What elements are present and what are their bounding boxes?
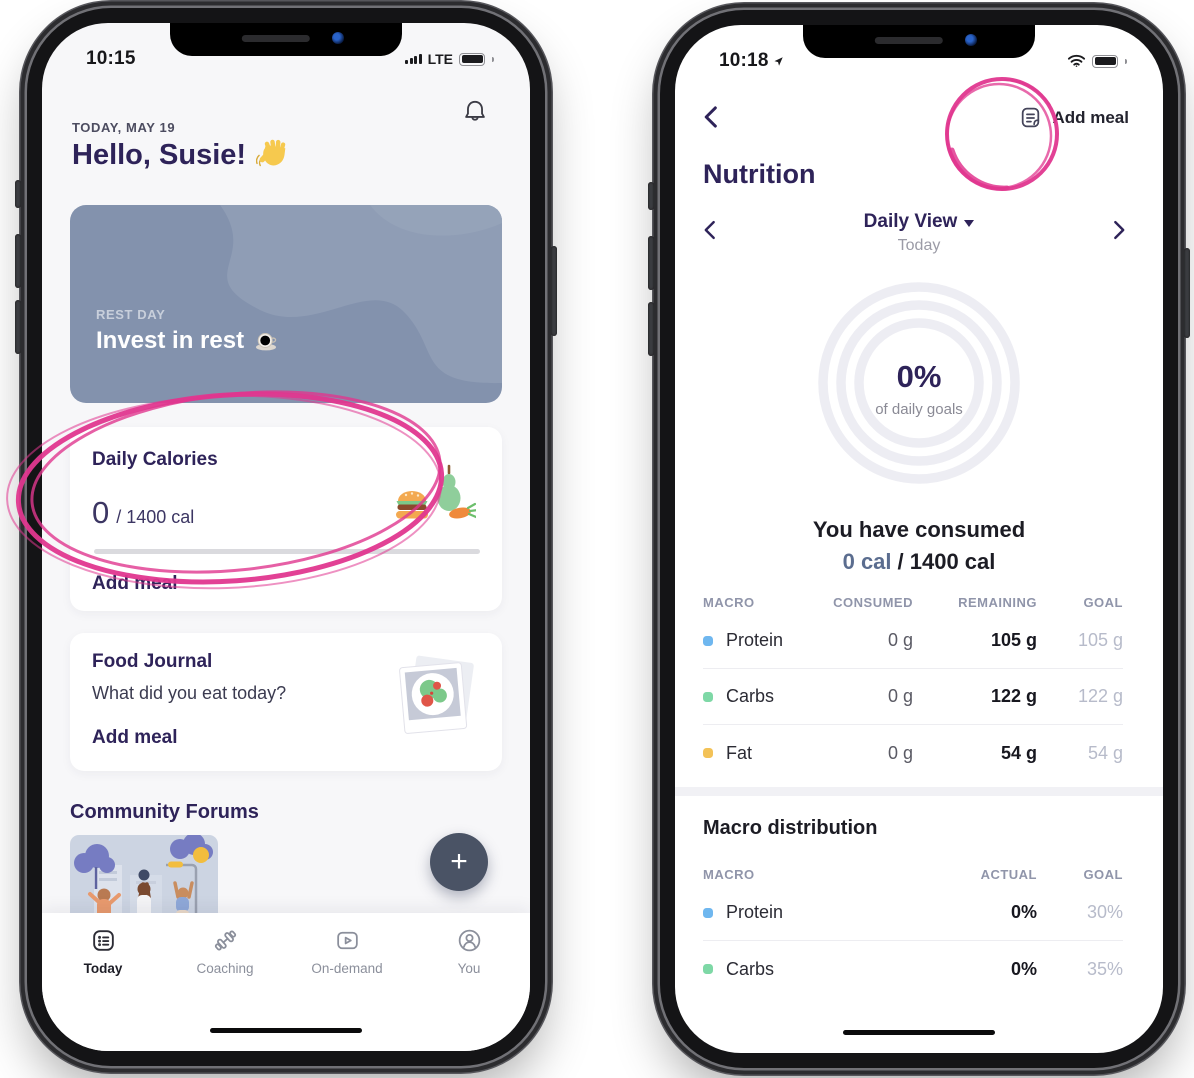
- date-label: TODAY, MAY 19: [72, 120, 176, 135]
- speaker-slit: [874, 37, 943, 44]
- macro-distribution-title: Macro distribution: [703, 817, 878, 839]
- macros-table-header: MACRO CONSUMED REMAINING GOAL: [703, 594, 1123, 610]
- play-video-icon: [334, 927, 361, 954]
- signal-icon: [405, 54, 422, 64]
- period-selector-row: Daily View Today: [675, 211, 1163, 261]
- rest-card-kicker: REST DAY: [96, 307, 166, 322]
- daily-calories-card[interactable]: Daily Calories 0 / 1400 cal: [70, 427, 502, 611]
- greeting-title: Hello, Susie!: [72, 138, 290, 172]
- tab-you[interactable]: You: [408, 927, 530, 1051]
- consumed-amount: 0 cal: [842, 549, 892, 574]
- macro-row-fat: Fat 0 g 54 g 54 g: [703, 725, 1123, 781]
- location-arrow-icon: [773, 56, 784, 67]
- previous-period-chevron[interactable]: [703, 219, 725, 245]
- note-icon: [1018, 105, 1043, 130]
- calories-value: 0 / 1400 cal: [92, 495, 194, 531]
- add-meal-link[interactable]: Add meal: [92, 727, 178, 748]
- tab-on-demand[interactable]: On-demand: [286, 927, 408, 1051]
- front-camera: [965, 34, 977, 46]
- mute-switch: [15, 180, 21, 208]
- tab-coaching[interactable]: Coaching: [164, 927, 286, 1051]
- dumbbell-icon: [212, 927, 239, 954]
- food-illustration-icon: [380, 461, 476, 527]
- fat-dot: [703, 748, 713, 758]
- volume-down-button: [15, 300, 21, 354]
- status-time: 10:15: [86, 48, 136, 69]
- power-button: [551, 246, 557, 336]
- volume-down-button: [648, 302, 654, 356]
- add-fab-button[interactable]: +: [430, 833, 488, 891]
- distribution-table-header: MACRO ACTUAL GOAL: [703, 866, 1123, 882]
- page-title: Nutrition: [703, 159, 816, 189]
- meal-photo-icon: [396, 653, 478, 739]
- distribution-row-carbs: Carbs 0% 35%: [703, 941, 1123, 997]
- left-phone-frame: 10:15 LTE TODAY, MAY 19 Hello, Susie!: [15, 8, 557, 1066]
- home-indicator: [843, 1030, 995, 1035]
- consumed-heading: You have consumed: [812, 517, 1026, 542]
- macro-row-carbs: Carbs 0 g 122 g 122 g: [703, 669, 1123, 725]
- coffee-icon: [253, 331, 279, 351]
- status-time: 10:18: [719, 50, 784, 72]
- food-journal-question: What did you eat today?: [92, 683, 287, 703]
- right-phone-frame: 10:18: [648, 10, 1190, 1068]
- carbs-dot: [703, 691, 713, 702]
- consumed-goal: / 1400 cal: [897, 549, 996, 574]
- battery-icon: [459, 52, 485, 66]
- status-bar: 10:15 LTE: [86, 47, 494, 71]
- today-screen: 10:15 LTE TODAY, MAY 19 Hello, Susie!: [42, 23, 530, 1051]
- distribution-row-protein: Protein 0% 30%: [703, 885, 1123, 941]
- community-forums-title: Community Forums: [70, 801, 259, 823]
- notch: [803, 25, 1035, 58]
- wifi-icon: [1067, 54, 1086, 68]
- tab-today[interactable]: Today: [42, 927, 164, 1051]
- next-period-chevron[interactable]: [1113, 219, 1135, 245]
- front-camera: [332, 32, 344, 44]
- macro-row-protein: Protein 0 g 105 g 105 g: [703, 613, 1123, 669]
- volume-up-button: [15, 234, 21, 288]
- protein-dot: [703, 635, 713, 646]
- volume-up-button: [648, 236, 654, 290]
- macros-table: MACRO CONSUMED REMAINING GOAL Protein 0 …: [703, 591, 1123, 781]
- calories-consumed: 0: [92, 495, 110, 530]
- progress-percent: 0%: [896, 359, 942, 394]
- battery-icon: [1092, 54, 1118, 68]
- view-period-label: Today: [897, 237, 941, 254]
- notch: [170, 23, 402, 56]
- profile-icon: [456, 927, 483, 954]
- view-selector-dropdown[interactable]: Daily View: [675, 211, 1163, 233]
- rest-card-wave-art: [220, 205, 502, 384]
- rest-day-card[interactable]: REST DAY Invest in rest: [70, 205, 502, 403]
- progress-caption: of daily goals: [875, 401, 963, 418]
- power-button: [1184, 248, 1190, 338]
- food-journal-card[interactable]: Food Journal What did you eat today? Add…: [70, 633, 502, 771]
- consumed-values: 0 cal / 1400 cal: [675, 549, 1163, 575]
- food-journal-title: Food Journal: [92, 651, 213, 672]
- nutrition-screen: 10:18: [675, 25, 1163, 1053]
- caret-down-icon: [964, 220, 975, 227]
- speaker-slit: [241, 35, 310, 42]
- network-label: LTE: [427, 51, 453, 67]
- calories-goal: / 1400 cal: [116, 507, 195, 527]
- rest-card-title: Invest in rest: [96, 327, 279, 355]
- calories-progress-bar: [94, 549, 480, 554]
- back-button[interactable]: [703, 105, 729, 131]
- home-indicator: [210, 1028, 362, 1033]
- add-meal-link[interactable]: Add meal: [92, 573, 178, 594]
- waving-hand-icon: [256, 138, 290, 172]
- section-divider: [675, 787, 1163, 796]
- protein-dot: [703, 907, 713, 918]
- add-meal-button[interactable]: Add meal: [1018, 105, 1129, 130]
- carbs-dot: [703, 964, 713, 974]
- progress-rings: [813, 277, 1025, 489]
- mute-switch: [648, 182, 654, 210]
- daily-calories-title: Daily Calories: [92, 449, 218, 470]
- status-bar: 10:18: [719, 49, 1127, 73]
- plus-icon: +: [450, 845, 468, 878]
- distribution-table: MACRO ACTUAL GOAL Protein 0% 30% Carbs 0…: [703, 863, 1123, 997]
- bell-icon[interactable]: [460, 97, 490, 127]
- today-list-icon: [90, 927, 117, 954]
